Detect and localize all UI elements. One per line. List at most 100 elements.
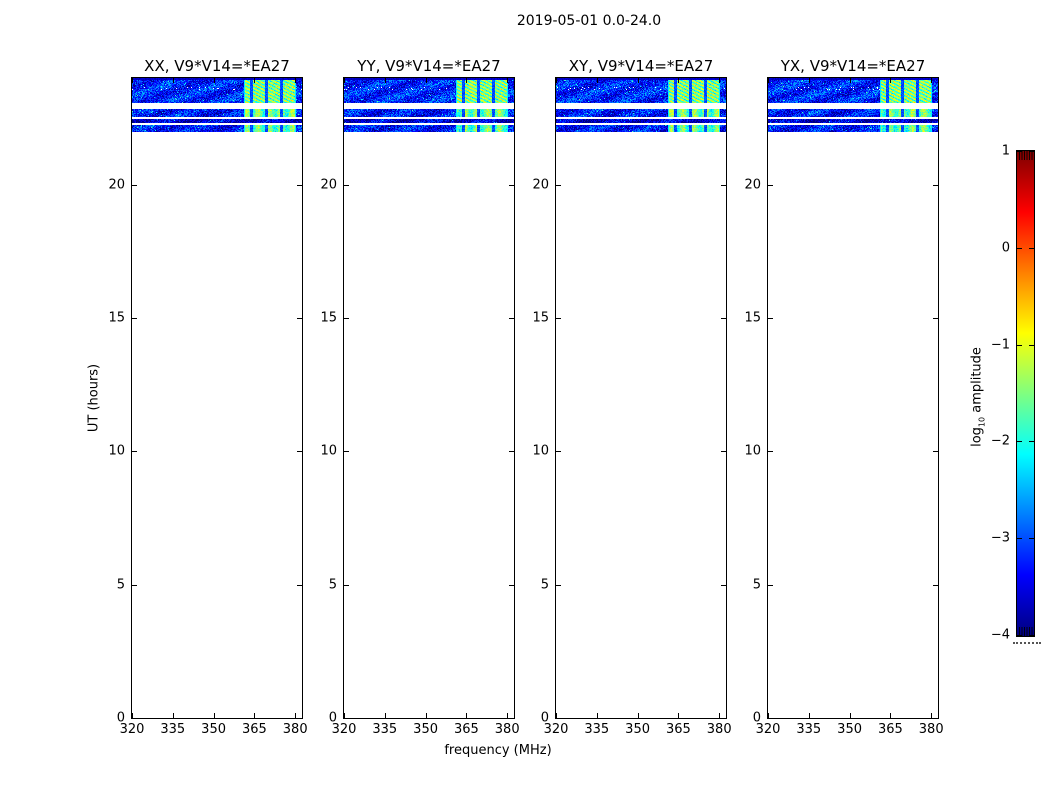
- colorbar-tick-label: −3: [990, 530, 1010, 546]
- x-tick-mark: [678, 713, 680, 718]
- x-tick-mark-top: [556, 78, 557, 83]
- y-tick-label: 20: [320, 177, 337, 193]
- y-tick-label: 20: [532, 177, 549, 193]
- y-tick-mark-left: [556, 718, 561, 719]
- colorbar-tick-right: [1029, 344, 1034, 346]
- y-tick-mark-right: [297, 318, 302, 319]
- panel-xy: [555, 77, 727, 719]
- colorbar-tick-right: [1029, 538, 1034, 540]
- panel-yx: [767, 77, 939, 719]
- x-tick-label: 335: [160, 722, 186, 737]
- x-tick-label: 320: [119, 722, 145, 737]
- x-tick-mark-top: [425, 78, 427, 83]
- x-tick-mark-top: [384, 78, 386, 83]
- y-tick-label: 20: [108, 177, 125, 193]
- x-tick-label: 350: [201, 722, 227, 737]
- y-tick-mark-left: [132, 184, 137, 186]
- y-tick-mark-left: [344, 184, 349, 186]
- x-tick-mark-top: [466, 78, 468, 83]
- x-tick-label: 365: [453, 722, 479, 737]
- colorbar-tick-left: [1017, 247, 1022, 249]
- x-tick-mark: [507, 713, 509, 718]
- y-tick-mark-left: [344, 318, 349, 319]
- panel-title-yy: YY, V9*V14=*EA27: [357, 57, 501, 75]
- y-tick-mark-right: [721, 718, 726, 719]
- y-tick-mark-left: [556, 318, 561, 319]
- x-tick-label: 380: [494, 722, 520, 737]
- y-tick-mark-right: [721, 318, 726, 319]
- x-tick-label: 365: [665, 722, 691, 737]
- x-tick-mark-top: [678, 78, 680, 83]
- panel-xx: [131, 77, 303, 719]
- x-tick-mark: [768, 713, 769, 718]
- x-tick-mark: [849, 713, 851, 718]
- y-tick-mark-left: [556, 584, 561, 586]
- x-tick-mark: [172, 713, 174, 718]
- y-tick-mark-left: [768, 584, 773, 586]
- x-tick-label: 380: [282, 722, 308, 737]
- y-tick-mark-right: [933, 718, 938, 719]
- x-tick-label: 320: [543, 722, 569, 737]
- colorbar-tick-right: [1029, 441, 1034, 443]
- panel-title-xx: XX, V9*V14=*EA27: [144, 57, 290, 75]
- y-tick-mark-right: [297, 451, 302, 453]
- x-tick-label: 350: [625, 722, 651, 737]
- x-tick-mark: [132, 713, 133, 718]
- heatmap-canvas-yx: [768, 78, 938, 136]
- y-tick-mark-right: [297, 584, 302, 586]
- x-tick-label: 335: [796, 722, 822, 737]
- x-tick-label: 365: [241, 722, 267, 737]
- x-tick-mark: [213, 713, 215, 718]
- x-tick-label: 335: [584, 722, 610, 737]
- colorbar-label: log10 amplitude: [969, 347, 987, 447]
- x-tick-mark: [254, 713, 256, 718]
- y-tick-label: 15: [744, 310, 761, 326]
- heatmap-canvas-xx: [132, 78, 302, 136]
- colorbar-tick-left: [1017, 151, 1022, 152]
- y-tick-label: 0: [540, 710, 549, 726]
- x-tick-label: 380: [918, 722, 944, 737]
- x-tick-mark-top: [507, 78, 509, 83]
- x-tick-label: 320: [755, 722, 781, 737]
- heatmap-canvas-xy: [556, 78, 726, 136]
- x-tick-mark: [556, 713, 557, 718]
- y-tick-label: 20: [744, 177, 761, 193]
- colorbar-tick-left: [1017, 441, 1022, 443]
- y-axis-label: UT (hours): [86, 363, 102, 433]
- y-tick-mark-left: [768, 318, 773, 319]
- panel-title-yx: YX, V9*V14=*EA27: [780, 57, 926, 75]
- colorbar-tick-right: [1029, 247, 1034, 249]
- y-tick-mark-left: [768, 718, 773, 719]
- y-tick-label: 15: [108, 310, 125, 326]
- colorbar-tick-left: [1017, 344, 1022, 346]
- y-tick-mark-right: [509, 451, 514, 453]
- x-tick-mark-top: [719, 78, 721, 83]
- y-tick-mark-left: [344, 584, 349, 586]
- y-tick-mark-left: [132, 318, 137, 319]
- x-tick-mark-top: [254, 78, 256, 83]
- panel-yy: [343, 77, 515, 719]
- x-tick-mark: [890, 713, 892, 718]
- colorbar-tick-label: −1: [990, 337, 1010, 353]
- y-tick-mark-right: [509, 318, 514, 319]
- y-tick-mark-left: [132, 451, 137, 453]
- x-tick-mark-top: [637, 78, 639, 83]
- panel-title-xy: XY, V9*V14=*EA27: [568, 57, 714, 75]
- y-tick-mark-left: [344, 451, 349, 453]
- y-tick-label: 5: [328, 577, 337, 593]
- y-tick-mark-right: [933, 451, 938, 453]
- y-tick-label: 0: [116, 710, 125, 726]
- y-tick-mark-right: [297, 184, 302, 186]
- y-tick-mark-left: [344, 718, 349, 719]
- y-tick-label: 5: [752, 577, 761, 593]
- x-tick-label: 335: [372, 722, 398, 737]
- x-tick-label: 365: [877, 722, 903, 737]
- y-tick-mark-right: [721, 584, 726, 586]
- x-tick-mark-top: [596, 78, 598, 83]
- colorbar-tick-left: [1017, 635, 1022, 636]
- y-tick-mark-right: [509, 584, 514, 586]
- x-tick-mark-top: [768, 78, 769, 83]
- y-tick-label: 10: [744, 443, 761, 459]
- x-tick-mark: [466, 713, 468, 718]
